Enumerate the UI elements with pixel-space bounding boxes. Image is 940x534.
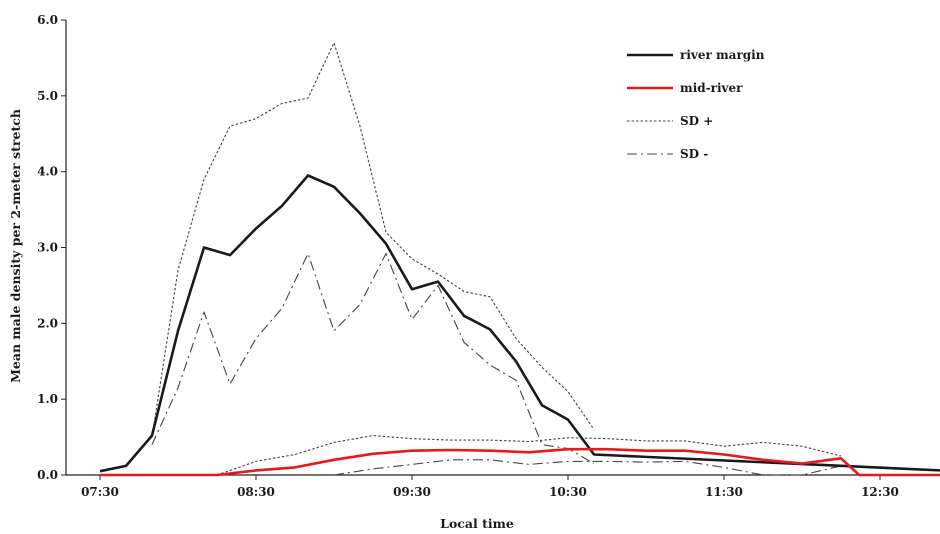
- y-tick-label: 1.0: [37, 392, 58, 406]
- y-tick-label: 5.0: [37, 89, 58, 103]
- x-tick-label: 12:30: [861, 485, 899, 499]
- legend-label: mid-river: [680, 81, 743, 95]
- y-tick-label: 3.0: [37, 241, 58, 255]
- series-line-sd: [151, 253, 595, 465]
- legend: river margin mid-river SD + SD -: [627, 48, 765, 161]
- y-tick-label: 0.0: [37, 468, 58, 482]
- y-axis-title: Mean male density per 2-meter stretch: [8, 109, 23, 383]
- legend-label: SD +: [680, 114, 713, 128]
- series-line-sd: [151, 42, 595, 438]
- y-tick-label: 6.0: [37, 13, 58, 27]
- x-axis-title: Local time: [440, 516, 514, 531]
- x-tick-label: 07:30: [81, 485, 119, 499]
- y-tick-label: 2.0: [37, 316, 58, 330]
- series-line-mid-river: [100, 447, 940, 477]
- series-line-river-margin: [99, 174, 940, 473]
- series-layer: [99, 42, 940, 477]
- series-line-series-5: [333, 459, 842, 476]
- axes: 0.0 1.0 2.0 3.0 4.0 5.0 6.0 07:30 08:30 09:30 10:3…: [37, 13, 934, 499]
- y-tick-label: 4.0: [37, 165, 58, 179]
- x-tick-label: 10:30: [549, 485, 587, 499]
- x-tick-label: 09:30: [393, 485, 431, 499]
- x-tick-label: 08:30: [237, 485, 275, 499]
- x-tick-label: 11:30: [705, 485, 743, 499]
- series-line-series-4: [216, 435, 842, 476]
- legend-label: SD -: [680, 147, 708, 161]
- legend-label: river margin: [680, 48, 765, 62]
